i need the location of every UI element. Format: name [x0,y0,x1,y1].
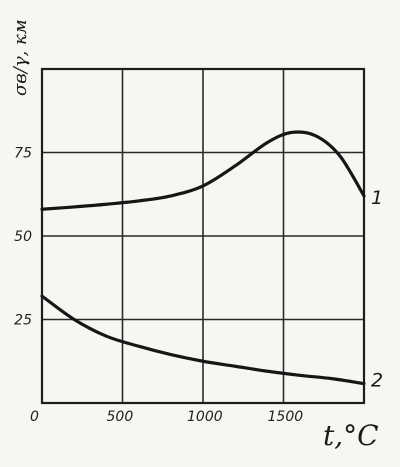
series-1-label: 1 [371,187,383,209]
series-1-line [40,130,366,211]
x-tick-label-1: 500 [107,409,134,425]
series-layer: 12 [40,130,383,392]
chart-grid [42,69,364,403]
series-2-line [40,294,366,386]
y-axis-label: σв/γ, км [10,19,31,96]
plot-frame [40,67,366,405]
x-tick-label-0: 0 [30,409,39,425]
x-axis-label: t,°C [323,419,379,452]
tick-labels: 0 500 1000 1500 25 50 75 [14,146,303,426]
y-tick-label-1: 50 [14,229,32,245]
y-tick-label-0: 25 [14,313,32,329]
series-2-label: 2 [371,370,383,392]
x-tick-label-3: 1500 [268,409,304,425]
y-tick-label-2: 75 [14,146,32,162]
x-tick-label-2: 1000 [187,409,223,425]
